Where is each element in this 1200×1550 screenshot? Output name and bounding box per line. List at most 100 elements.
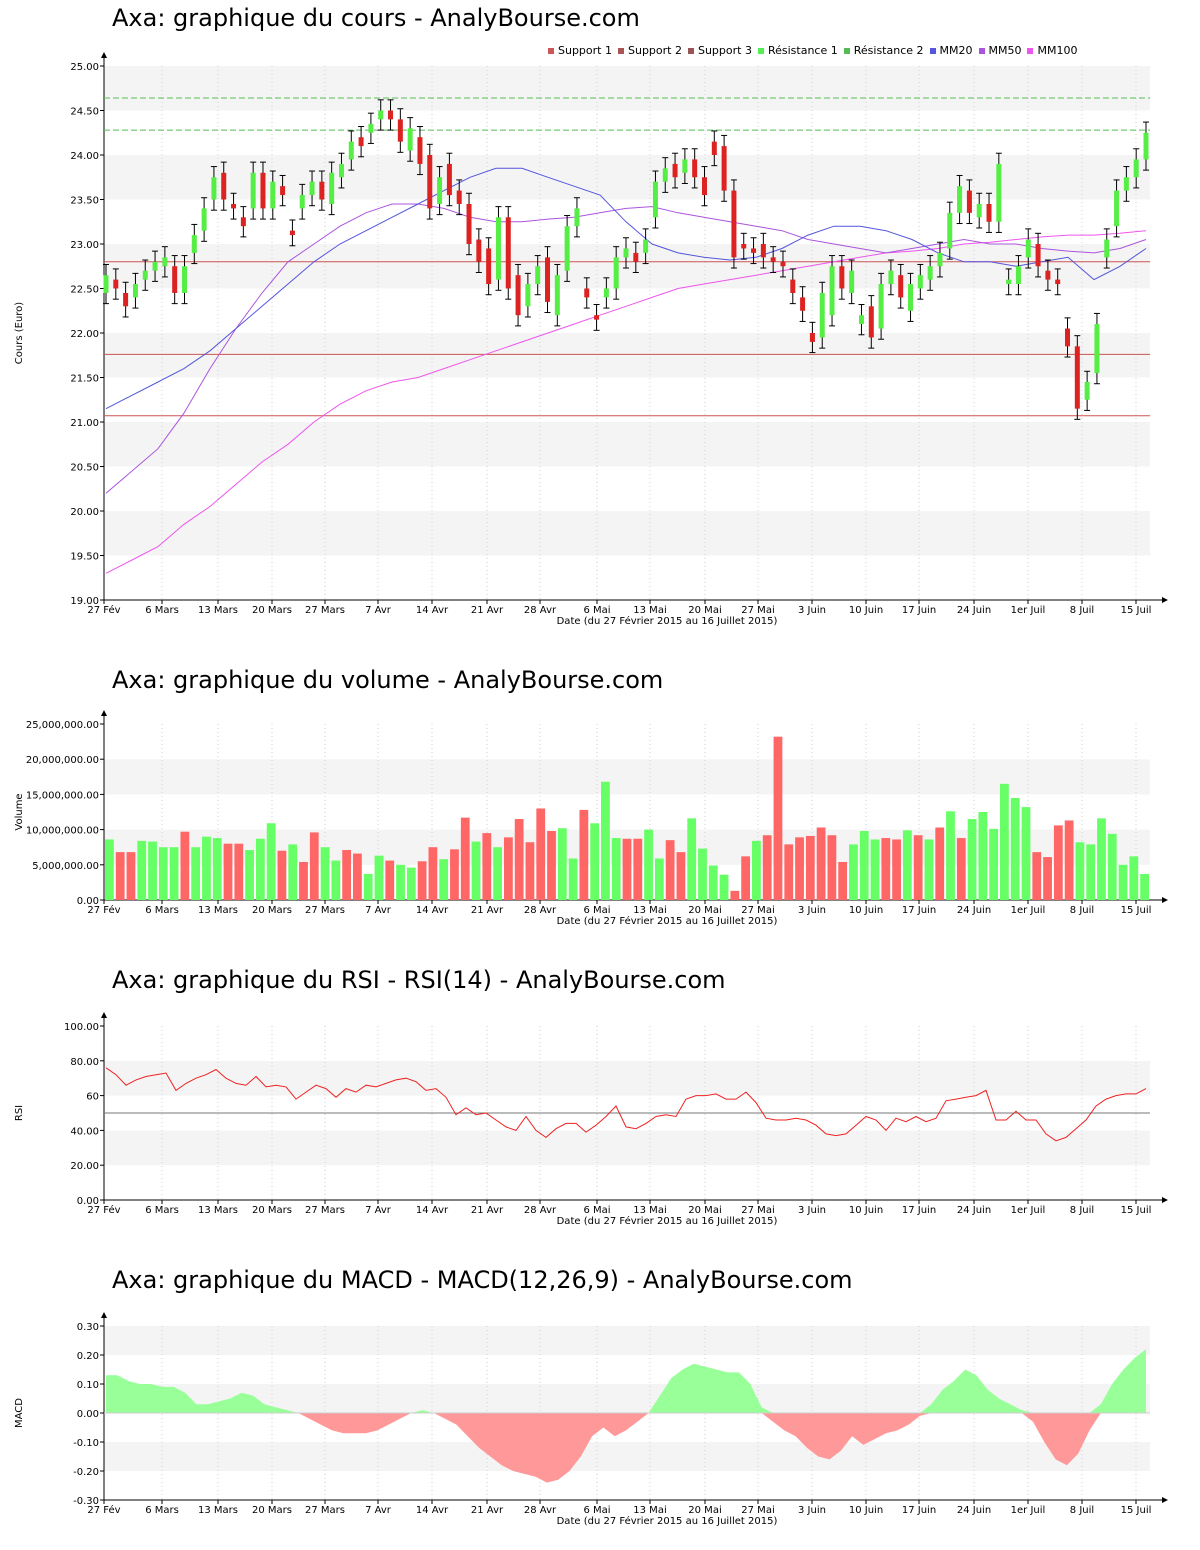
macd-panel: Axa: graphique du MACD - MACD(12,26,9) -… bbox=[0, 1262, 1200, 1550]
grid-band bbox=[104, 422, 1150, 467]
y-tick-label: 40.00 bbox=[70, 1126, 99, 1137]
candle-body bbox=[309, 181, 315, 196]
y-axis-arrow bbox=[101, 1312, 107, 1318]
volume-bar bbox=[536, 808, 546, 900]
x-tick-label: 7 Avr bbox=[365, 905, 392, 916]
legend-swatch bbox=[687, 47, 694, 54]
y-tick-label: 0.00 bbox=[77, 896, 99, 907]
volume-bar bbox=[1075, 842, 1085, 900]
y-tick-label: -0.20 bbox=[73, 1467, 99, 1478]
x-tick-label: 21 Avr bbox=[471, 905, 504, 916]
x-tick-label: 20 Mai bbox=[688, 1505, 721, 1516]
grid-band bbox=[104, 1130, 1150, 1166]
x-tick-label: 15 Juil bbox=[1121, 905, 1152, 916]
legend-label: MM50 bbox=[988, 44, 1022, 57]
volume-bar bbox=[234, 843, 244, 900]
volume-bar bbox=[299, 861, 308, 900]
candle-body bbox=[260, 172, 266, 209]
x-tick-label: 7 Avr bbox=[365, 1505, 392, 1516]
x-tick-label: 21 Avr bbox=[471, 1505, 504, 1516]
y-tick-label: 60 bbox=[86, 1092, 99, 1103]
grid-band bbox=[104, 66, 1150, 111]
legend-item: Support 2 bbox=[617, 44, 682, 57]
y-axis-arrow bbox=[101, 710, 107, 716]
volume-bar bbox=[708, 865, 718, 900]
candle-body bbox=[1074, 346, 1080, 409]
x-tick-label: 27 Mai bbox=[741, 905, 774, 916]
candle-body bbox=[947, 212, 953, 249]
y-tick-label: 5,000,000.00 bbox=[32, 861, 99, 872]
candle-body bbox=[829, 266, 835, 316]
x-tick-label: 21 Avr bbox=[471, 605, 504, 616]
volume-bar bbox=[557, 828, 567, 900]
x-tick-label: 27 Mai bbox=[741, 605, 774, 616]
candle-body bbox=[368, 123, 374, 133]
grid-band bbox=[104, 555, 1150, 600]
grid-band bbox=[104, 794, 1150, 830]
legend-label: Résistance 2 bbox=[853, 44, 924, 57]
volume-bar bbox=[320, 847, 330, 900]
volume-bar bbox=[169, 847, 179, 900]
candle-body bbox=[123, 292, 129, 307]
x-tick-label: 20 Mars bbox=[252, 605, 292, 616]
x-tick-label: 27 Fév bbox=[87, 904, 120, 916]
y-tick-label: 21.50 bbox=[70, 374, 99, 385]
candle-body bbox=[1143, 132, 1149, 160]
grid-band bbox=[104, 155, 1150, 200]
x-tick-label: 28 Avr bbox=[524, 1205, 557, 1216]
candle-body bbox=[858, 315, 864, 325]
volume-bar bbox=[978, 812, 988, 900]
volume-bar bbox=[331, 860, 341, 900]
volume-bar bbox=[622, 838, 632, 900]
volume-bar bbox=[644, 829, 653, 900]
volume-bar bbox=[374, 855, 384, 900]
candle-body bbox=[878, 284, 884, 329]
volume-bar bbox=[590, 823, 600, 900]
volume-bar bbox=[255, 838, 265, 900]
volume-bar bbox=[752, 840, 761, 900]
candle-body bbox=[927, 266, 933, 280]
volume-bar bbox=[245, 850, 254, 900]
candle-body bbox=[574, 208, 580, 227]
volume-bar bbox=[1086, 844, 1096, 900]
candle-body bbox=[201, 208, 207, 231]
volume-bar bbox=[460, 817, 470, 900]
candle-body bbox=[849, 270, 855, 293]
y-axis-title: MACD bbox=[14, 1398, 25, 1428]
volume-panel: Axa: graphique du volume - AnalyBourse.c… bbox=[0, 662, 1200, 952]
volume-bar bbox=[1000, 783, 1009, 900]
volume-bar bbox=[946, 811, 955, 900]
volume-chart-title: Axa: graphique du volume - AnalyBourse.c… bbox=[112, 666, 664, 694]
candle-body bbox=[672, 163, 678, 178]
mm100-line bbox=[105, 230, 1147, 574]
candle-body bbox=[446, 163, 452, 196]
candle-body bbox=[633, 252, 639, 262]
x-tick-label: 6 Mai bbox=[583, 605, 610, 616]
volume-bar bbox=[1021, 807, 1031, 900]
y-axis-title: Cours (Euro) bbox=[14, 302, 25, 365]
volume-bar bbox=[1129, 856, 1139, 900]
x-tick-label: 6 Mars bbox=[145, 605, 179, 616]
candle-body bbox=[132, 284, 138, 298]
volume-bar bbox=[654, 858, 664, 900]
candle-body bbox=[495, 217, 501, 280]
x-tick-label: 24 Juin bbox=[957, 605, 991, 616]
y-tick-label: 0.20 bbox=[77, 1351, 99, 1362]
volume-bar bbox=[126, 852, 136, 900]
volume-bar bbox=[482, 833, 492, 900]
volume-bar bbox=[439, 859, 449, 900]
candle-body bbox=[113, 279, 119, 289]
volume-bar bbox=[1053, 825, 1063, 900]
x-tick-label: 20 Mars bbox=[252, 905, 292, 916]
volume-bar bbox=[115, 852, 125, 900]
legend-label: Support 2 bbox=[627, 44, 682, 57]
x-tick-label: 28 Avr bbox=[524, 1505, 557, 1516]
y-tick-label: 19.50 bbox=[70, 552, 99, 563]
volume-bar bbox=[924, 839, 934, 900]
x-tick-label: 24 Juin bbox=[957, 1505, 991, 1516]
candle-body bbox=[142, 270, 148, 280]
legend-label: Support 3 bbox=[697, 44, 752, 57]
grid-band bbox=[104, 110, 1150, 155]
price-panel: Axa: graphique du cours - AnalyBourse.co… bbox=[0, 0, 1200, 640]
grid-band bbox=[104, 1165, 1150, 1200]
